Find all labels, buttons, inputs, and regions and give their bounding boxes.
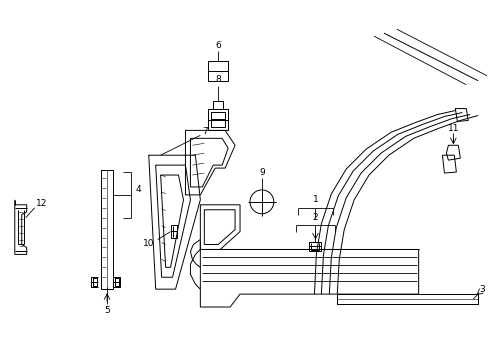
- Text: 6: 6: [215, 41, 221, 50]
- Text: 12: 12: [36, 199, 47, 208]
- Text: 4: 4: [136, 185, 142, 194]
- Text: 5: 5: [104, 306, 110, 315]
- Text: 2: 2: [312, 213, 318, 222]
- Text: 7: 7: [202, 127, 208, 136]
- Text: 1: 1: [312, 195, 318, 204]
- Text: 3: 3: [478, 285, 484, 294]
- Text: 8: 8: [215, 75, 221, 84]
- Text: 11: 11: [447, 124, 458, 133]
- Text: 9: 9: [259, 167, 264, 176]
- Text: 10: 10: [142, 239, 154, 248]
